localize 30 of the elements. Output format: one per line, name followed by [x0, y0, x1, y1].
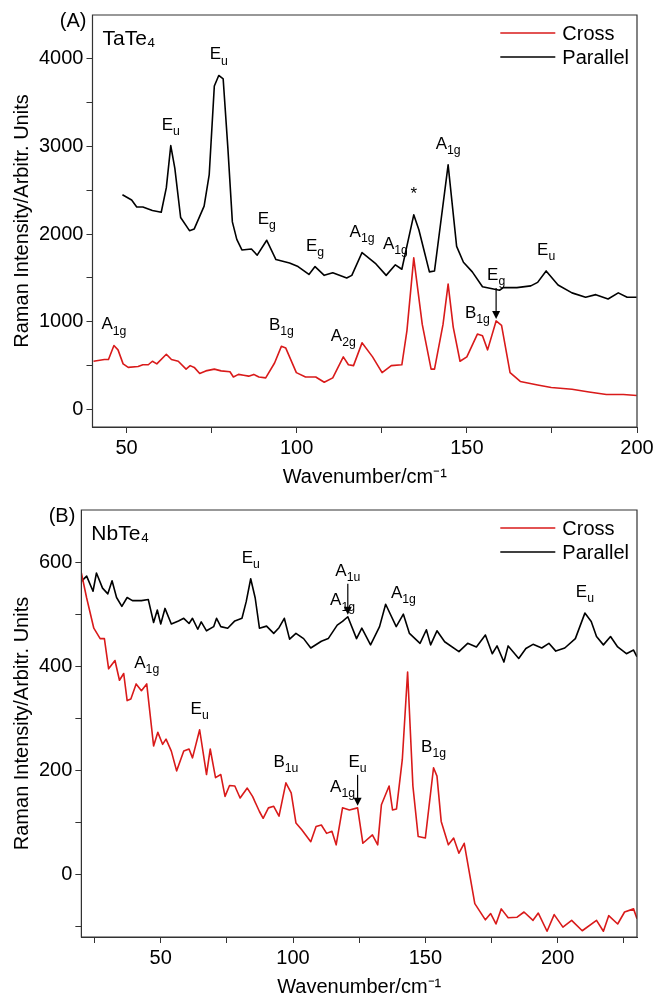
x-tick-label: 150	[450, 435, 484, 458]
chart-title: (B)	[48, 504, 76, 526]
x-tick-label: 100	[280, 435, 314, 458]
y-tick-label: 0	[61, 862, 73, 885]
legend-label: Cross	[562, 517, 615, 539]
text: NbTe₄	[91, 521, 149, 544]
y-tick-label: 0	[72, 396, 84, 419]
y-tick-label: 200	[38, 757, 73, 780]
x-tick-label: 200	[620, 435, 654, 458]
x-tick-label: 50	[149, 945, 172, 968]
annotation: *	[410, 183, 418, 203]
y-tick-label: 3000	[38, 134, 84, 156]
text: TaTe₄	[102, 26, 156, 49]
x-tick-label: 150	[408, 945, 443, 968]
y-tick-label: 400	[38, 653, 73, 676]
x-axis-title: Wavenumber/cm⁻¹	[277, 974, 442, 997]
y-axis-title: Raman Intensity/Arbitr. Units	[9, 94, 32, 348]
x-tick-label: 50	[115, 435, 138, 458]
legend-label: Cross	[562, 22, 615, 44]
x-axis-title: Wavenumber/cm⁻¹	[282, 464, 448, 487]
x-tick-label: 200	[540, 945, 575, 968]
y-tick-label: 1000	[38, 309, 84, 332]
chart-title: (A)	[59, 9, 87, 31]
legend-label: Parallel	[562, 541, 629, 563]
y-tick-label: 4000	[38, 46, 84, 69]
y-tick-label: 2000	[38, 221, 84, 244]
x-tick-label: 100	[276, 945, 310, 968]
y-axis-title: Raman Intensity/Arbitr. Units	[9, 596, 32, 851]
y-tick-label: 600	[38, 549, 73, 572]
legend-label: Parallel	[562, 46, 629, 68]
